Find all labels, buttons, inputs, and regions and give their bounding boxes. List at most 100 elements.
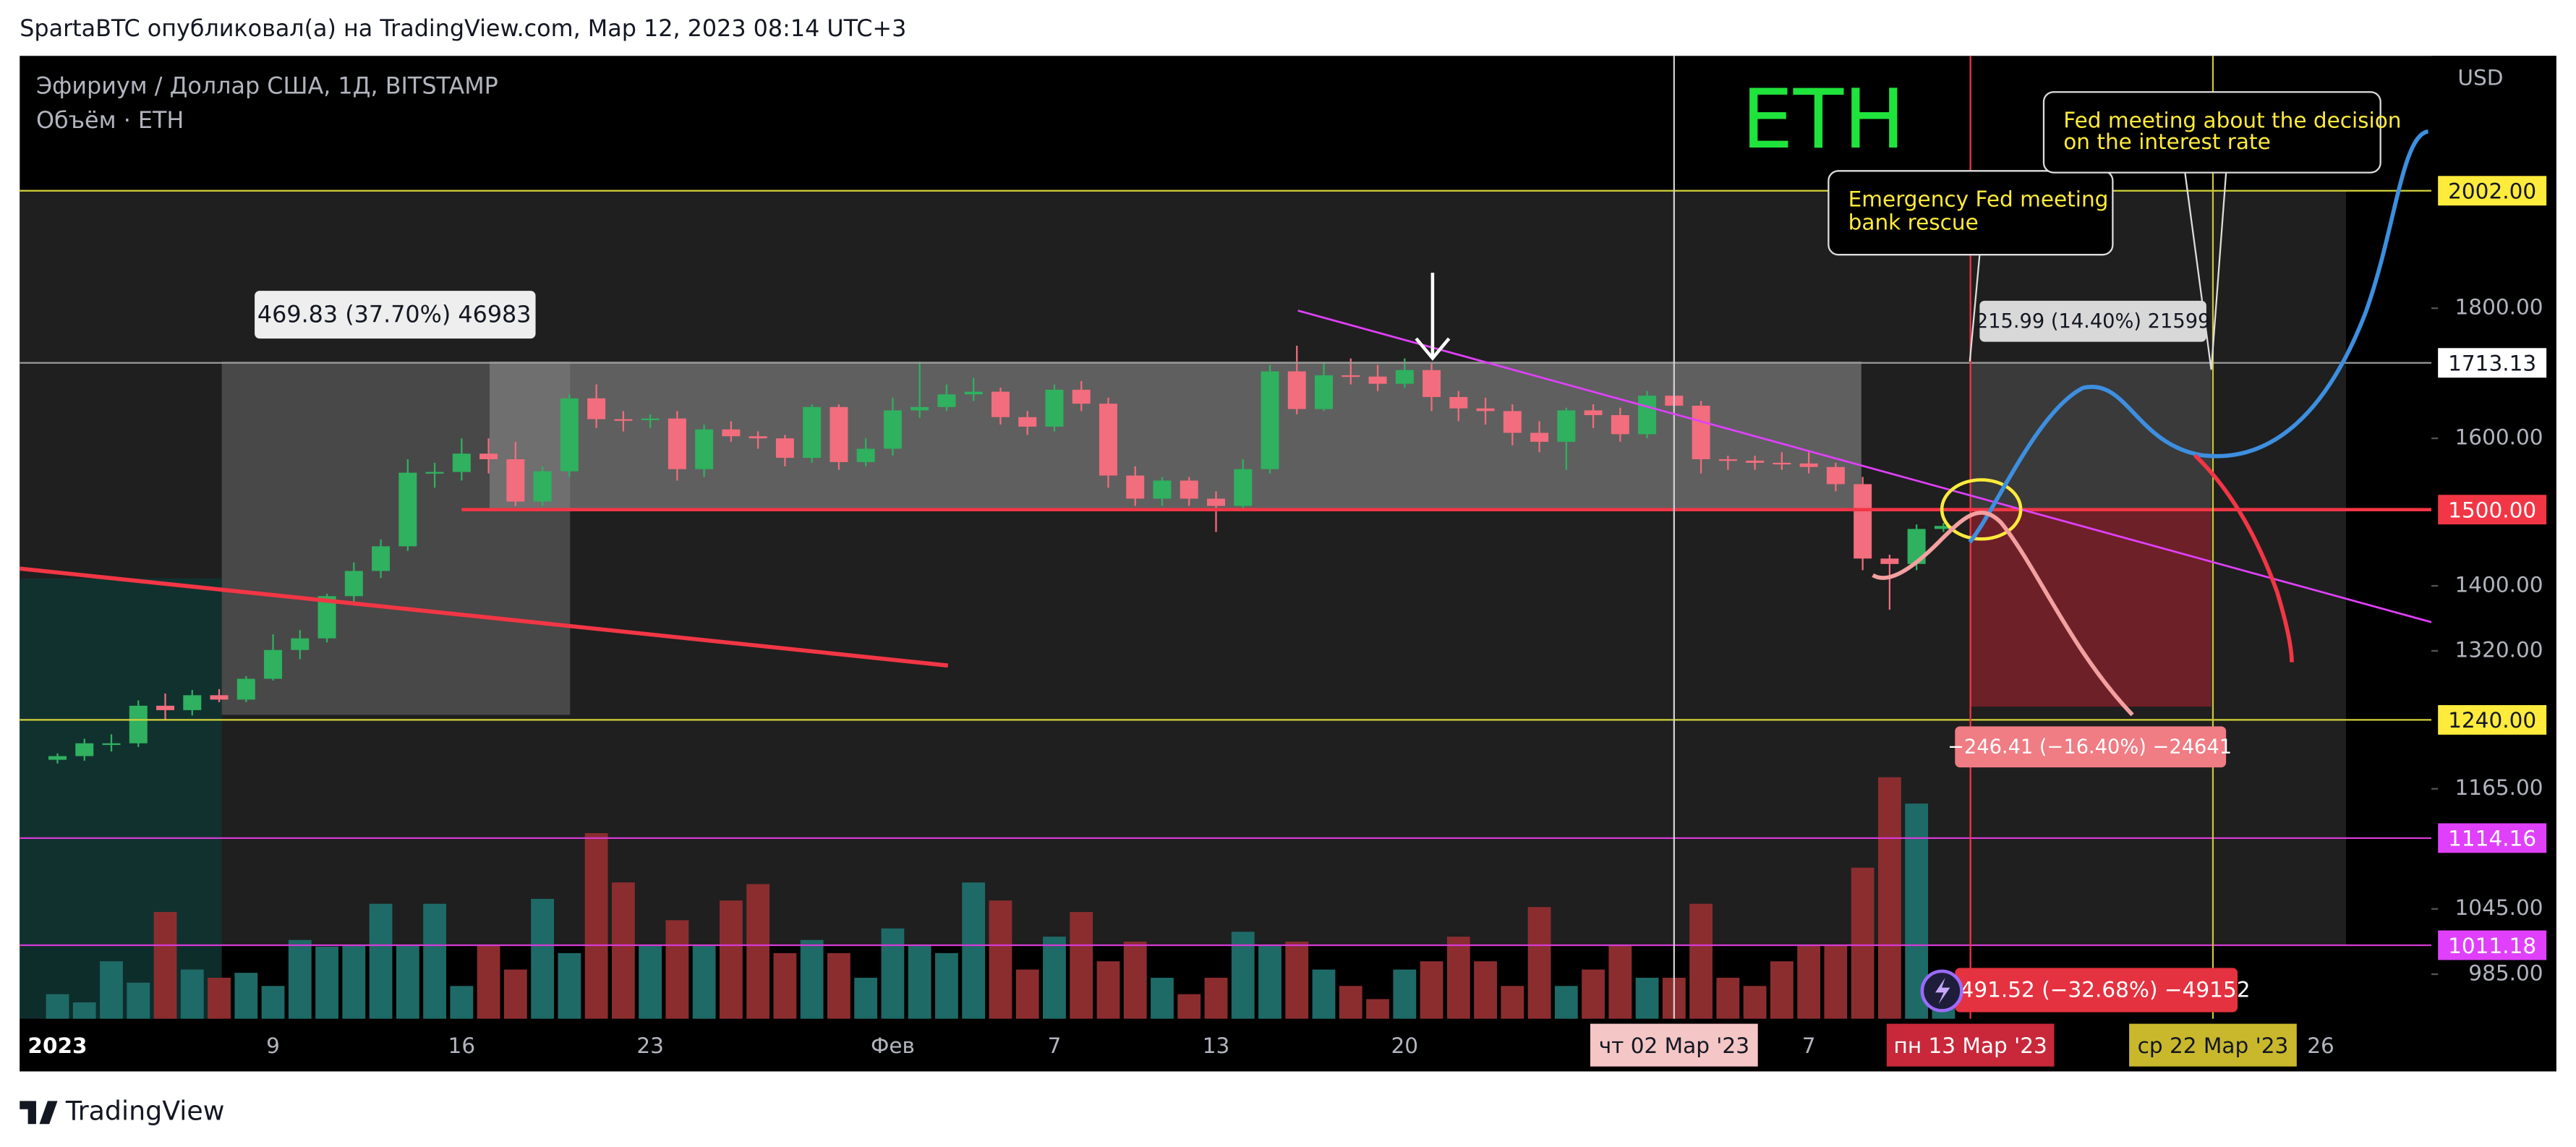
candle-body <box>372 546 391 571</box>
candle-body <box>506 459 525 502</box>
candle-body <box>1180 480 1198 499</box>
y-tick-label: 1165.00 <box>2455 775 2543 800</box>
y-tick-label: 1600.00 <box>2455 425 2543 450</box>
candle-body <box>856 448 875 462</box>
x-marker-bg <box>1590 1023 1758 1067</box>
volume-bar <box>261 986 285 1019</box>
volume-bar <box>1177 994 1201 1019</box>
candle-body <box>695 429 714 469</box>
volume-bar <box>881 928 905 1019</box>
x-tick-label: ср 22 Мар '23 <box>2138 1033 2289 1058</box>
y-tick-label: 1045.00 <box>2455 895 2543 920</box>
candle-body <box>937 394 956 407</box>
candle-body <box>883 410 902 449</box>
volume-bar <box>1554 986 1578 1019</box>
candle-body <box>1476 408 1495 412</box>
volume-bar <box>288 939 312 1019</box>
footer-logo: TradingView <box>20 1095 224 1126</box>
callout <box>1827 170 2114 256</box>
volume-bar <box>1527 907 1551 1019</box>
candle-body <box>1342 375 1360 378</box>
level-label: 2002.00 <box>2448 179 2536 204</box>
range-box <box>489 361 1861 510</box>
candle-body <box>1692 405 1710 460</box>
volume-bar <box>1743 986 1767 1019</box>
x-tick-label: 20 <box>1391 1033 1419 1058</box>
level-label-bg <box>2438 495 2547 525</box>
level-label: 1240.00 <box>2448 708 2536 733</box>
volume-bar <box>1339 986 1362 1019</box>
volume-bar <box>611 882 635 1019</box>
volume-bar <box>1582 969 1605 1019</box>
volume-bar <box>1312 969 1336 1019</box>
candle-body <box>587 398 606 419</box>
axis-layer: 985.00 1045.00 1165.00 1320.00 1400.00 1600.0… <box>27 176 2547 1067</box>
price-axis <box>2431 56 2556 1019</box>
volume-bar <box>208 977 231 1019</box>
volume-bar <box>1608 945 1632 1019</box>
candle-body <box>1854 484 1872 559</box>
callout <box>2042 91 2381 174</box>
publish-header: SpartaBTC опубликовал(а) на TradingView.… <box>20 15 906 42</box>
x-tick-label: 2023 <box>27 1033 87 1058</box>
candle-body <box>1423 370 1441 397</box>
volume-bar <box>423 903 446 1019</box>
candle-body <box>1072 389 1091 404</box>
candle-body <box>991 391 1010 417</box>
measure-label <box>1955 726 2227 768</box>
candle-body <box>156 705 175 710</box>
measure-text: 469.83 (37.70%) 46983 <box>257 301 532 328</box>
trend-line <box>1297 310 2440 626</box>
y-tick-label: 1320.00 <box>2455 637 2543 662</box>
x-tick-label: чт 02 Мар '23 <box>1599 1033 1749 1058</box>
x-marker-bg <box>2129 1023 2297 1067</box>
candle-body <box>264 649 283 679</box>
candle-body <box>1395 370 1414 384</box>
volume-bar <box>692 945 716 1019</box>
candle-body <box>1638 396 1657 435</box>
volume-bar <box>153 912 177 1019</box>
zone <box>20 578 222 1019</box>
callout-text: Emergency Fed meeting <box>1848 187 2109 212</box>
volume-bar <box>1797 945 1821 1019</box>
candle-body <box>614 419 633 421</box>
projection-curve <box>2193 453 2294 662</box>
candle-body <box>1584 410 1603 415</box>
level-label-bg <box>2438 823 2547 853</box>
measure-text: −246.41 (−16.40%) −24641 <box>1948 735 2232 758</box>
price-unit: USD <box>2457 66 2503 90</box>
volume-bar <box>503 969 527 1019</box>
candle-body <box>1099 404 1117 476</box>
volume-bar <box>1689 903 1713 1019</box>
y-tick-label: 985.00 <box>2468 961 2543 986</box>
level-label: 1011.18 <box>2448 934 2536 958</box>
volume-bar <box>854 977 878 1019</box>
volume-bar <box>1043 937 1066 1019</box>
measure-label <box>1979 300 2206 342</box>
candle-body <box>1234 469 1253 506</box>
volume-bar <box>234 973 258 1019</box>
level-label: 1713.13 <box>2448 351 2536 376</box>
volume-bar <box>773 952 797 1019</box>
candle-body <box>749 436 767 439</box>
volume-bar <box>1824 945 1848 1019</box>
candle-body <box>1261 371 1279 469</box>
level-label: 1114.16 <box>2448 827 2536 851</box>
x-tick-label: 16 <box>448 1033 476 1058</box>
candle-body <box>829 406 848 462</box>
candle-body <box>803 406 822 459</box>
candle-body <box>1153 480 1172 499</box>
candle-body <box>1207 498 1225 506</box>
volume-bar <box>100 961 123 1019</box>
plot <box>20 56 2432 1019</box>
candle-body <box>452 453 471 472</box>
candle-body <box>1557 410 1576 442</box>
candle-body <box>668 418 686 469</box>
candle-body <box>1315 375 1334 409</box>
candle-body <box>641 418 660 420</box>
highlight-ellipse <box>1940 478 2023 541</box>
candle-body <box>910 406 929 411</box>
volume-bar <box>639 945 662 1019</box>
volume-bar <box>746 884 770 1019</box>
